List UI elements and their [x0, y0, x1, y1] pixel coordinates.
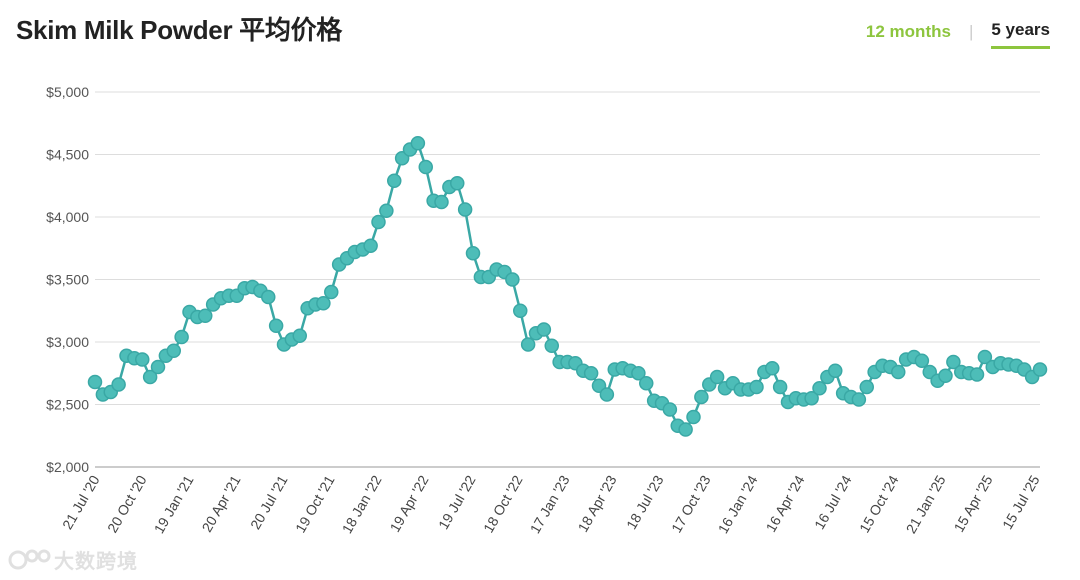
- data-point[interactable]: [371, 214, 386, 230]
- data-point[interactable]: [363, 238, 378, 253]
- x-axis-ticks: 21 Jul '20 20 Oct '20 19 Jan '21 20 Apr '21…: [59, 472, 1043, 536]
- data-point[interactable]: [1032, 362, 1048, 377]
- data-point[interactable]: [694, 389, 709, 405]
- data-point[interactable]: [749, 379, 764, 395]
- data-point[interactable]: [324, 284, 339, 300]
- data-point[interactable]: [261, 289, 276, 305]
- data-point[interactable]: [434, 194, 449, 210]
- x-tick-label: 19 Oct '21: [292, 472, 338, 535]
- data-point[interactable]: [87, 374, 103, 390]
- y-tick-label: $4,500: [46, 147, 89, 163]
- data-point[interactable]: [859, 379, 874, 395]
- x-tick-label: 16 Jan '24: [715, 472, 761, 536]
- data-point[interactable]: [946, 354, 961, 370]
- data-point[interactable]: [772, 379, 788, 395]
- data-point[interactable]: [662, 402, 678, 417]
- watermark-logo-icon: [8, 549, 51, 569]
- data-point[interactable]: [513, 303, 528, 318]
- data-point[interactable]: [410, 136, 426, 151]
- data-point[interactable]: [709, 369, 725, 385]
- x-tick-label: 19 Jul '22: [435, 472, 479, 532]
- y-tick-label: $3,500: [46, 272, 89, 288]
- x-tick-label: 20 Apr '21: [198, 472, 243, 534]
- y-tick-label: $2,500: [46, 397, 89, 413]
- x-tick-label: 21 Jan '25: [903, 472, 949, 536]
- data-point[interactable]: [639, 376, 654, 391]
- data-point[interactable]: [544, 338, 559, 353]
- data-point[interactable]: [914, 353, 930, 368]
- data-point[interactable]: [599, 387, 615, 402]
- x-tick-label: 19 Jan '21: [151, 472, 197, 536]
- data-point[interactable]: [457, 202, 473, 217]
- watermark-text: 大数跨境: [54, 551, 138, 573]
- data-point[interactable]: [804, 391, 819, 406]
- page-title: Skim Milk Powder 平均价格: [16, 15, 342, 45]
- data-point[interactable]: [465, 246, 481, 261]
- data-point[interactable]: [505, 272, 520, 287]
- x-tick-label: 15 Apr '25: [950, 472, 995, 534]
- data-point[interactable]: [379, 203, 394, 218]
- data-point[interactable]: [150, 359, 166, 375]
- x-tick-label: 21 Jul '20: [59, 472, 103, 532]
- y-axis-ticks: $2,000 $2,500 $3,000 $3,500 $4,000 $4,500 $5,0…: [46, 84, 89, 475]
- x-tick-label: 18 Oct '22: [480, 472, 526, 535]
- data-point[interactable]: [268, 318, 284, 333]
- data-point[interactable]: [828, 363, 843, 378]
- data-point[interactable]: [174, 329, 189, 345]
- data-point[interactable]: [142, 369, 158, 385]
- data-point[interactable]: [135, 352, 150, 367]
- data-point[interactable]: [678, 422, 693, 437]
- grid-lines: [95, 91, 1040, 468]
- series-line: [93, 142, 1041, 431]
- x-tick-label: 16 Jul '24: [811, 472, 855, 532]
- data-point[interactable]: [938, 368, 953, 383]
- data-point[interactable]: [387, 173, 402, 188]
- tab-12-months[interactable]: 12 months: [865, 21, 951, 41]
- data-point[interactable]: [765, 361, 780, 376]
- x-tick-label: 20 Oct '20: [104, 472, 150, 535]
- y-tick-label: $2,000: [46, 459, 89, 475]
- tab-separator: |: [968, 21, 974, 41]
- x-tick-label: 18 Jul '23: [623, 472, 667, 532]
- data-point[interactable]: [583, 366, 599, 381]
- y-tick-label: $4,000: [46, 209, 89, 225]
- x-tick-label: 19 Apr '22: [386, 472, 431, 534]
- x-tick-label: 17 Jan '23: [527, 472, 573, 536]
- x-tick-label: 17 Oct '23: [668, 472, 714, 535]
- data-point[interactable]: [316, 296, 331, 311]
- data-point[interactable]: [969, 367, 985, 382]
- data-point[interactable]: [198, 308, 213, 323]
- x-tick-label: 15 Oct '24: [856, 472, 902, 535]
- data-point[interactable]: [520, 337, 536, 352]
- data-point[interactable]: [166, 343, 181, 358]
- watermark: 大数跨境: [8, 545, 138, 574]
- x-tick-label: 18 Jan '22: [339, 472, 385, 536]
- data-point[interactable]: [977, 349, 993, 365]
- data-point[interactable]: [418, 159, 433, 175]
- tab-5-years[interactable]: 5 years: [991, 20, 1050, 49]
- range-tabs: 12 months | 5 years: [866, 20, 1050, 49]
- y-tick-label: $3,000: [46, 334, 89, 350]
- data-point[interactable]: [812, 381, 827, 396]
- data-point[interactable]: [292, 328, 307, 343]
- data-point[interactable]: [891, 364, 906, 380]
- data-point[interactable]: [631, 366, 646, 381]
- data-point[interactable]: [111, 377, 126, 392]
- data-point[interactable]: [536, 322, 552, 337]
- x-tick-label: 18 Apr '23: [574, 472, 619, 534]
- data-point[interactable]: [450, 176, 465, 191]
- x-tick-label: 16 Apr '24: [762, 472, 807, 534]
- x-tick-label: 15 Jul '25: [999, 472, 1043, 532]
- data-points: [87, 136, 1048, 437]
- y-tick-label: $5,000: [46, 84, 89, 100]
- data-point[interactable]: [851, 392, 867, 407]
- x-tick-label: 20 Jul '21: [247, 472, 291, 532]
- data-point[interactable]: [686, 409, 701, 425]
